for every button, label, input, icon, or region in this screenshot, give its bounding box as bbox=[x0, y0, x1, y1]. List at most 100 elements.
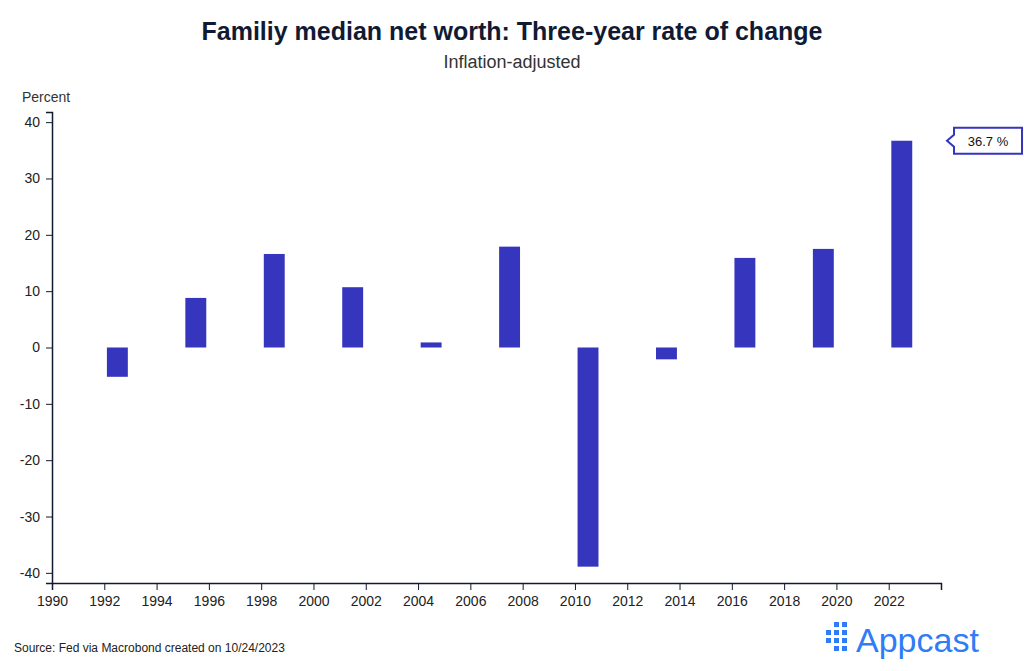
logo-text: Appcast bbox=[856, 621, 979, 659]
x-tick-label: 2004 bbox=[403, 593, 434, 609]
bar bbox=[813, 249, 834, 348]
x-tick-mark bbox=[261, 583, 262, 590]
x-tick: 2004 bbox=[403, 583, 434, 609]
x-tick-label: 2020 bbox=[821, 593, 852, 609]
y-tick: 20 bbox=[24, 227, 52, 243]
x-tick-label: 2018 bbox=[769, 593, 800, 609]
x-tick: 2016 bbox=[717, 583, 748, 609]
x-tick-label: 2022 bbox=[874, 593, 905, 609]
y-tick-label: 20 bbox=[24, 227, 40, 243]
x-tick-label: 1998 bbox=[246, 593, 277, 609]
logo-dot bbox=[842, 622, 847, 627]
x-tick-label: 2010 bbox=[560, 593, 591, 609]
x-tick-label: 2002 bbox=[351, 593, 382, 609]
title: Familiy median net worth: Three-year rat… bbox=[202, 17, 823, 45]
y-tick: 40 bbox=[24, 114, 52, 130]
x-tick: 1992 bbox=[89, 583, 120, 609]
x-tick: 2014 bbox=[664, 583, 695, 609]
y-tick: 10 bbox=[24, 283, 52, 299]
x-tick-mark bbox=[470, 583, 471, 590]
x-tick-mark bbox=[157, 583, 158, 590]
y-tick-mark bbox=[46, 178, 52, 179]
x-tick-mark bbox=[209, 583, 210, 590]
y-tick-mark bbox=[46, 460, 52, 461]
y-tick-mark bbox=[46, 404, 52, 405]
subtitle: Inflation-adjusted bbox=[443, 52, 580, 72]
x-tick: 2022 bbox=[874, 583, 905, 609]
y-tick-label: -20 bbox=[20, 452, 40, 468]
x-tick-label: 1990 bbox=[37, 593, 68, 609]
y-tick-mark bbox=[46, 291, 52, 292]
bar bbox=[421, 342, 442, 347]
x-tick: 2008 bbox=[508, 583, 539, 609]
x-tick-mark bbox=[627, 583, 628, 590]
x-tick-mark bbox=[104, 583, 105, 590]
x-tick: 2002 bbox=[351, 583, 382, 609]
x-tick: 1996 bbox=[194, 583, 225, 609]
chart: Familiy median net worth: Three-year rat… bbox=[0, 0, 1024, 671]
logo-dot bbox=[826, 630, 831, 635]
x-tick-label: 2000 bbox=[298, 593, 329, 609]
x-tick-mark bbox=[836, 583, 837, 590]
y-tick-mark bbox=[46, 348, 52, 349]
x-tick: 2018 bbox=[769, 583, 800, 609]
y-tick: 30 bbox=[24, 170, 52, 186]
y-tick: -30 bbox=[20, 508, 52, 524]
annotation-text: 36.7 % bbox=[968, 134, 1009, 149]
x-tick: 1994 bbox=[142, 583, 173, 609]
x-tick-mark bbox=[366, 583, 367, 590]
x-tick: 2006 bbox=[455, 583, 486, 609]
bar bbox=[185, 298, 206, 348]
logo-dot bbox=[842, 638, 847, 643]
x-tick-label: 1996 bbox=[194, 593, 225, 609]
x-tick-label: 1992 bbox=[89, 593, 120, 609]
bar bbox=[578, 348, 599, 567]
y-axis: -40 -30 -20 -10 0 10 20 30 40 bbox=[20, 113, 53, 584]
x-tick-label: 2016 bbox=[717, 593, 748, 609]
y-tick: 0 bbox=[32, 339, 52, 355]
y-tick-label: -40 bbox=[20, 565, 40, 581]
x-tick-mark bbox=[575, 583, 576, 590]
bar bbox=[499, 247, 520, 348]
logo-dot bbox=[834, 622, 839, 627]
y-tick-mark bbox=[46, 573, 52, 574]
logo: Appcast bbox=[826, 621, 979, 659]
x-tick-mark bbox=[732, 583, 733, 590]
x-tick-mark bbox=[784, 583, 785, 590]
y-tick-mark bbox=[46, 122, 52, 123]
x-tick-mark bbox=[889, 583, 890, 590]
x-tick: 1990 bbox=[37, 583, 68, 609]
x-tick: 1998 bbox=[246, 583, 277, 609]
logo-dot bbox=[842, 646, 847, 651]
y-tick: -10 bbox=[20, 396, 52, 412]
x-axis-line bbox=[53, 584, 942, 591]
bar bbox=[342, 287, 363, 347]
y-axis-label: Percent bbox=[22, 89, 70, 105]
y-tick-label: 10 bbox=[24, 283, 40, 299]
x-tick-label: 2014 bbox=[664, 593, 695, 609]
logo-dot bbox=[842, 630, 847, 635]
y-tick: -20 bbox=[20, 452, 52, 468]
y-tick-label: 30 bbox=[24, 170, 40, 186]
y-tick-label: -10 bbox=[20, 396, 40, 412]
bar bbox=[891, 141, 912, 348]
bar bbox=[107, 348, 128, 377]
y-axis-line bbox=[46, 113, 53, 584]
x-tick: 2010 bbox=[560, 583, 591, 609]
bar bbox=[734, 258, 755, 348]
logo-dot bbox=[826, 638, 831, 643]
y-tick-label: 0 bbox=[32, 339, 40, 355]
x-tick: 2012 bbox=[612, 583, 643, 609]
x-tick-mark bbox=[418, 583, 419, 590]
plot: -40-30-20-100102030401990199219941996199… bbox=[20, 113, 942, 609]
x-tick-label: 2008 bbox=[508, 593, 539, 609]
x-tick: 2020 bbox=[821, 583, 852, 609]
bar bbox=[656, 348, 677, 360]
x-tick-label: 1994 bbox=[142, 593, 173, 609]
bars bbox=[107, 141, 912, 567]
x-tick-mark bbox=[680, 583, 681, 590]
y-tick-mark bbox=[46, 235, 52, 236]
x-tick-mark bbox=[523, 583, 524, 590]
x-axis: 1990 1992 1994 1996 1998 2000 2002 2004 2006 2008… bbox=[37, 583, 942, 609]
logo-dot bbox=[834, 638, 839, 643]
